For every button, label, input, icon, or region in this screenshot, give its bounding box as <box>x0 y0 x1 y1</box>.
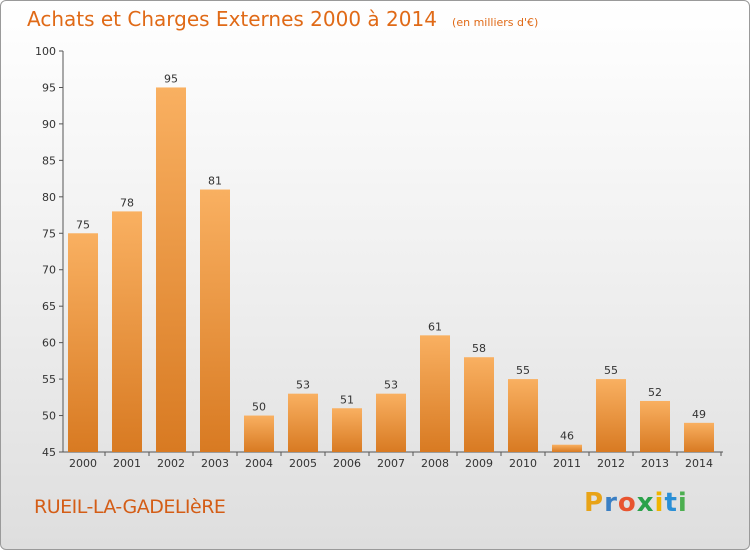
chart-title-block: Achats et Charges Externes 2000 à 2014 (… <box>27 7 538 31</box>
logo-letter: t <box>664 488 678 518</box>
bar <box>200 189 230 452</box>
bar <box>596 379 626 452</box>
proxiti-logo: Proxiti <box>584 488 688 518</box>
logo-letter: P <box>584 488 605 518</box>
y-tick-label: 80 <box>42 191 56 204</box>
y-tick-label: 85 <box>42 154 56 167</box>
y-tick-label: 95 <box>42 81 56 94</box>
x-tick-label: 2010 <box>509 457 537 470</box>
y-tick-label: 70 <box>42 264 56 277</box>
bar-value-label: 61 <box>428 320 442 333</box>
bar <box>508 379 538 452</box>
bar <box>288 393 318 452</box>
bar <box>332 408 362 452</box>
x-tick-label: 2007 <box>377 457 405 470</box>
x-tick-label: 2001 <box>113 457 141 470</box>
bar-value-label: 53 <box>296 379 310 392</box>
bar-value-label: 81 <box>208 175 222 188</box>
logo-letter: i <box>654 488 665 518</box>
bar <box>420 335 450 452</box>
bar <box>684 422 714 452</box>
x-tick-label: 2003 <box>201 457 229 470</box>
bar-value-label: 55 <box>516 364 530 377</box>
bar <box>376 393 406 452</box>
y-tick-label: 90 <box>42 118 56 131</box>
chart-title: Achats et Charges Externes 2000 à 2014 <box>27 7 437 31</box>
y-tick-label: 45 <box>42 446 56 459</box>
y-tick-label: 75 <box>42 227 56 240</box>
bar-value-label: 58 <box>472 342 486 355</box>
bar-value-label: 78 <box>120 196 134 209</box>
x-tick-label: 2012 <box>597 457 625 470</box>
bar-value-label: 46 <box>560 430 574 443</box>
y-tick-label: 60 <box>42 337 56 350</box>
x-tick-label: 2004 <box>245 457 273 470</box>
x-tick-label: 2014 <box>685 457 713 470</box>
x-tick-label: 2008 <box>421 457 449 470</box>
bar-value-label: 49 <box>692 408 706 421</box>
x-tick-label: 2000 <box>69 457 97 470</box>
bar-value-label: 75 <box>76 218 90 231</box>
place-name: RUEIL-LA-GADELIèRE <box>34 496 226 518</box>
x-tick-label: 2005 <box>289 457 317 470</box>
x-tick-label: 2009 <box>465 457 493 470</box>
bar-value-label: 95 <box>164 72 178 85</box>
bar-value-label: 51 <box>340 393 354 406</box>
bar-value-label: 53 <box>384 379 398 392</box>
y-tick-label: 50 <box>42 410 56 423</box>
chart-unit-label: (en milliers d'€) <box>452 16 539 29</box>
logo-letter: o <box>617 488 637 518</box>
bar <box>156 87 186 453</box>
y-tick-label: 65 <box>42 300 56 313</box>
logo-letter: x <box>636 488 655 518</box>
y-tick-label: 100 <box>35 45 56 58</box>
logo-letter: i <box>677 488 688 518</box>
y-tick-label: 55 <box>42 373 56 386</box>
x-tick-label: 2006 <box>333 457 361 470</box>
bar <box>244 415 274 452</box>
bar <box>112 211 142 452</box>
bar <box>640 400 670 452</box>
x-tick-label: 2002 <box>157 457 185 470</box>
bar-value-label: 55 <box>604 364 618 377</box>
bar <box>68 233 98 452</box>
bar-value-label: 52 <box>648 386 662 399</box>
bar <box>552 444 582 452</box>
x-tick-label: 2011 <box>553 457 581 470</box>
x-tick-label: 2013 <box>641 457 669 470</box>
bar-value-label: 50 <box>252 401 266 414</box>
bar <box>464 357 494 452</box>
logo-letter: r <box>604 488 618 518</box>
